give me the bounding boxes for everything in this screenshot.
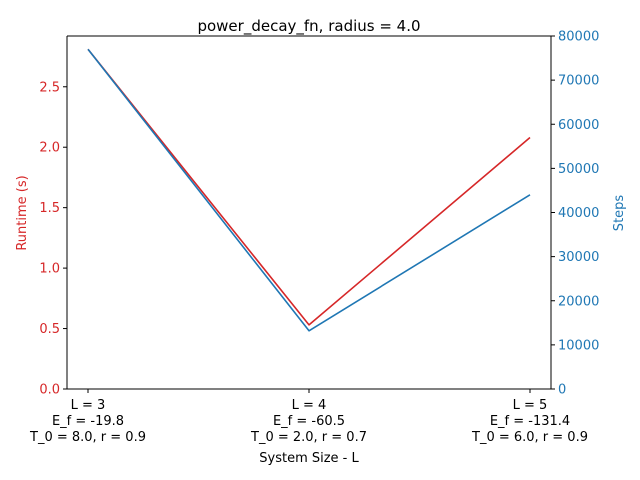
series-layer xyxy=(87,48,531,332)
left-y-tick-label: 2.0 xyxy=(39,141,60,156)
x-tick-label: L = 5 E_f = -131.4 T_0 = 6.0, r = 0.9 xyxy=(471,398,588,445)
x-tick-label-line: L = 3 xyxy=(71,398,106,413)
x-axis-label: System Size - L xyxy=(259,451,359,466)
axes-layer: 0.0 0.5 1.0 1.5 2.0 2.5 0 10000 20000 30000 40000 5… xyxy=(29,30,599,446)
right-y-tick-label: 80000 xyxy=(558,30,599,45)
x-tick-label-line: T_0 = 6.0, r = 0.9 xyxy=(471,430,588,445)
x-tick-label-line: T_0 = 2.0, r = 0.7 xyxy=(250,430,367,445)
left-y-tick-label: 2.5 xyxy=(39,80,60,95)
left-y-tick-label: 1.5 xyxy=(39,201,60,216)
right-y-tick-label: 0 xyxy=(558,383,566,398)
series-line-2-right xyxy=(87,48,531,332)
right-y-tick-label: 10000 xyxy=(558,338,599,353)
series-line-1-left xyxy=(87,48,531,326)
left-y-tick-label: 0.0 xyxy=(39,383,60,398)
left-y-axis-label: Runtime (s) xyxy=(15,175,30,250)
left-y-tick-label: 1.0 xyxy=(39,262,60,277)
right-y-tick-label: 60000 xyxy=(558,118,599,133)
left-y-tick-label: 0.5 xyxy=(39,322,60,337)
x-tick-label-line: T_0 = 8.0, r = 0.9 xyxy=(29,430,146,445)
right-y-tick-label: 40000 xyxy=(558,206,599,221)
x-tick-label: L = 4 E_f = -60.5 T_0 = 2.0, r = 0.7 xyxy=(250,398,367,445)
chart-title: power_decay_fn, radius = 4.0 xyxy=(197,17,420,36)
x-tick-label-line: L = 4 xyxy=(292,398,327,413)
right-y-tick-label: 70000 xyxy=(558,74,599,89)
right-y-axis-label: Steps xyxy=(612,195,627,232)
right-y-tick-label: 30000 xyxy=(558,250,599,265)
x-tick-label-line: L = 5 xyxy=(513,398,548,413)
right-y-tick-label: 20000 xyxy=(558,294,599,309)
right-y-tick-label: 50000 xyxy=(558,162,599,177)
x-tick-label-line: E_f = -60.5 xyxy=(273,414,345,429)
x-tick-label-line: E_f = -131.4 xyxy=(490,414,570,429)
x-tick-label: L = 3 E_f = -19.8 T_0 = 8.0, r = 0.9 xyxy=(29,398,146,445)
x-tick-label-line: E_f = -19.8 xyxy=(52,414,124,429)
